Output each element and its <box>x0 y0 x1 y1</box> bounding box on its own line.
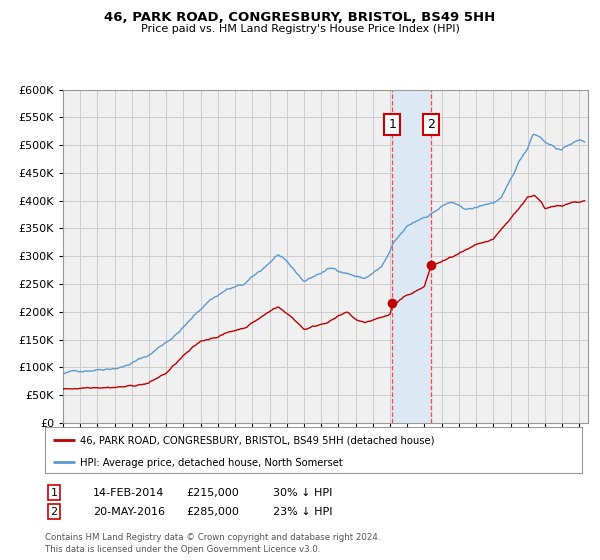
Text: 14-FEB-2014: 14-FEB-2014 <box>93 488 164 498</box>
Text: 46, PARK ROAD, CONGRESBURY, BRISTOL, BS49 5HH (detached house): 46, PARK ROAD, CONGRESBURY, BRISTOL, BS4… <box>80 436 434 446</box>
Bar <box>392 90 431 423</box>
Text: 2: 2 <box>50 507 58 517</box>
Text: £285,000: £285,000 <box>186 507 239 517</box>
Text: 46, PARK ROAD, CONGRESBURY, BRISTOL, BS49 5HH: 46, PARK ROAD, CONGRESBURY, BRISTOL, BS4… <box>104 11 496 24</box>
Text: £215,000: £215,000 <box>186 488 239 498</box>
Text: 20-MAY-2016: 20-MAY-2016 <box>93 507 165 517</box>
Text: HPI: Average price, detached house, North Somerset: HPI: Average price, detached house, Nort… <box>80 458 343 468</box>
Text: 30% ↓ HPI: 30% ↓ HPI <box>273 488 332 498</box>
Text: 1: 1 <box>50 488 58 498</box>
Text: 1: 1 <box>388 118 396 131</box>
Text: 23% ↓ HPI: 23% ↓ HPI <box>273 507 332 517</box>
Text: Price paid vs. HM Land Registry's House Price Index (HPI): Price paid vs. HM Land Registry's House … <box>140 24 460 34</box>
Text: 2: 2 <box>427 118 435 131</box>
Text: Contains HM Land Registry data © Crown copyright and database right 2024.
This d: Contains HM Land Registry data © Crown c… <box>45 533 380 554</box>
